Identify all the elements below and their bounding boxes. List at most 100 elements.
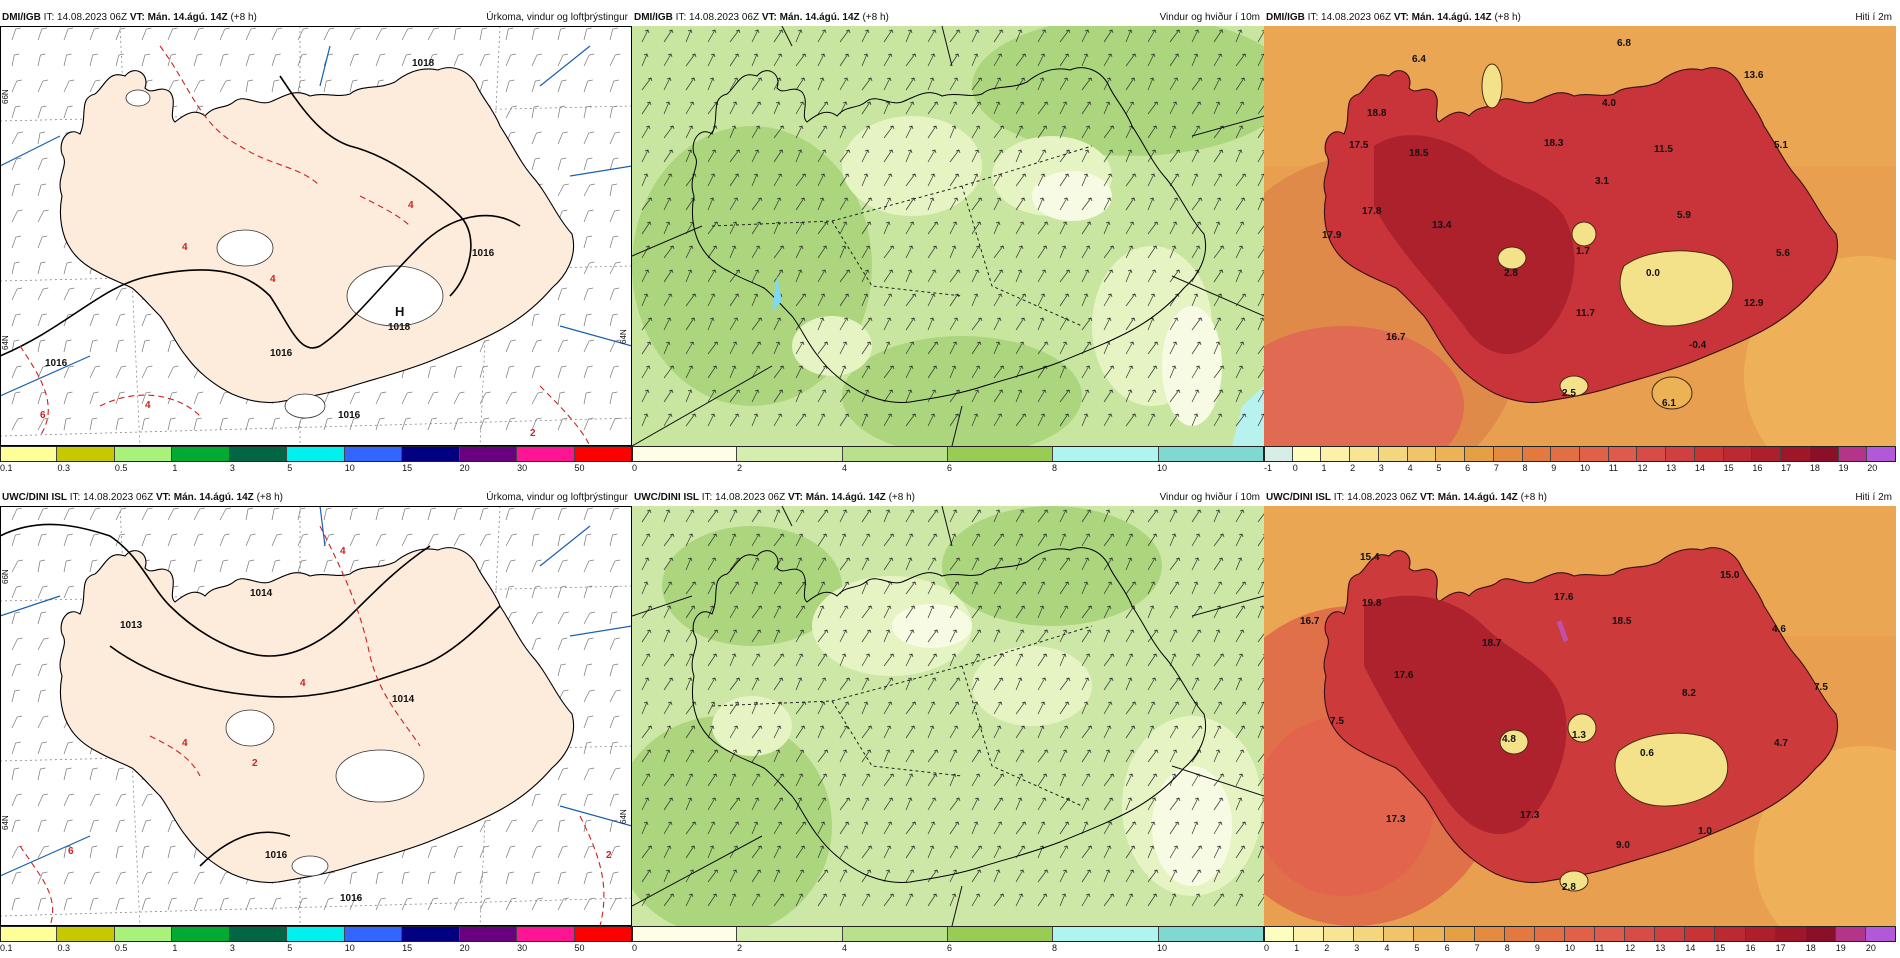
wind-arrow (795, 773, 804, 787)
wind-arrow (707, 821, 716, 835)
wind-barb (479, 533, 491, 547)
wind-arrow (773, 317, 782, 331)
wind-barb (583, 235, 593, 249)
wind-arrow (883, 125, 895, 139)
wind-arrow (971, 605, 983, 619)
wind-arrow (1015, 125, 1024, 139)
wind-arrow (641, 749, 652, 763)
wind-arrow (883, 197, 892, 211)
precip-map[interactable]: 1018 1016 1016 1016 1016 H 1018 4 4 6 4 … (0, 26, 632, 446)
wind-barb (609, 391, 618, 405)
wind-barb (63, 313, 73, 327)
wind-arrow (795, 365, 804, 379)
wind-arrow (1059, 365, 1067, 379)
wind-barb (297, 53, 307, 67)
colorbar-swatch (1378, 446, 1408, 462)
temp-label: 4.0 (1602, 98, 1616, 109)
wind-arrow (1235, 245, 1244, 259)
temp-map[interactable]: 15.4 15.0 19.8 17.6 18.5 16.7 18.7 4.6 1… (1264, 506, 1896, 926)
wind-arrow (729, 893, 737, 907)
wind-arrow (1015, 773, 1024, 787)
precip-map[interactable]: 1013 1014 1014 1016 1016 4 6 4 2 2 4 66N… (0, 506, 632, 926)
wind-arrow (663, 125, 675, 139)
colorbar-tick: 11 (1595, 943, 1605, 953)
vt-value: Mán. 14.ágú. 14Z (173, 492, 254, 503)
wind-arrow (1213, 869, 1221, 883)
wind-arrow (641, 293, 649, 307)
wind-arrow (861, 341, 872, 355)
wind-arrow (971, 509, 982, 523)
temp-label: 18.3 (1544, 138, 1564, 149)
wind-barb (115, 339, 124, 353)
wind-barb (531, 105, 540, 119)
wind-arrow (1059, 293, 1070, 307)
wind-barb (63, 79, 75, 93)
wind-arrow (641, 173, 649, 187)
wind-arrow (685, 293, 697, 307)
wind-arrow (1169, 149, 1181, 163)
wind-barb (11, 391, 21, 405)
wind-arrow (707, 365, 718, 379)
colorbar-swatch (632, 926, 738, 942)
wind-arrow (993, 53, 1003, 67)
temp-label: 7.5 (1330, 716, 1344, 727)
colorbar-tick: 10 (1157, 463, 1168, 473)
wind-barb (167, 533, 178, 547)
colorbar-swatch (344, 446, 403, 462)
precip-panel-dmi: DMI/IGB IT: 14.08.2023 06Z VT: Mán. 14.á… (0, 10, 632, 478)
wind-arrow (949, 557, 961, 571)
wind-map[interactable] (632, 506, 1264, 926)
wind-arrow (685, 653, 694, 667)
wind-arrow (1213, 389, 1224, 403)
wind-barb (115, 27, 126, 41)
colorbar-tick: 19 (1838, 463, 1849, 473)
wind-arrow (883, 533, 895, 547)
wind-barb (583, 793, 593, 807)
wind-barb (427, 845, 438, 859)
wind-arrow (685, 413, 697, 427)
wind-map[interactable] (632, 26, 1264, 446)
wind-arrow (1059, 653, 1067, 667)
wind-arrow (883, 509, 891, 523)
wind-barb (63, 287, 75, 301)
wind-arrow (1037, 557, 1047, 571)
wind-arrow (971, 869, 982, 883)
wind-arrow (949, 101, 958, 115)
vt-label: VT: (1393, 12, 1409, 23)
wind-arrow (663, 581, 673, 595)
wind-barb (583, 507, 593, 521)
wind-arrow (795, 725, 806, 739)
wind-arrow (971, 29, 980, 43)
vt-label: VT: (129, 12, 145, 23)
wind-barb (37, 845, 50, 859)
wind-barb (375, 871, 384, 885)
wind-arrow (685, 605, 696, 619)
wind-arrow (927, 341, 939, 355)
wind-arrow (1125, 749, 1135, 763)
wind-arrow (795, 149, 803, 163)
colorbar-tick: 2 (737, 943, 743, 953)
wind-arrow (905, 701, 917, 715)
wind-arrow (1125, 101, 1135, 115)
wind-arrow (883, 701, 893, 715)
wind-arrow (861, 677, 870, 691)
wind-arrow (861, 53, 869, 67)
wind-barb (219, 27, 230, 41)
panel-header: DMI/IGB IT: 14.08.2023 06Z VT: Mán. 14.á… (632, 10, 1264, 26)
wind-arrow (707, 413, 716, 427)
wind-arrow (729, 269, 741, 283)
wind-arrow (1235, 677, 1243, 691)
precip-label: 4 (340, 546, 346, 557)
colorbar-swatch (1264, 446, 1293, 462)
wind-arrow (1191, 533, 1201, 547)
wind-arrow (1147, 557, 1157, 571)
wind-barb (271, 27, 283, 41)
wind-arrow (817, 269, 827, 283)
wind-arrow (1169, 893, 1177, 907)
wind-arrow (1169, 125, 1177, 139)
wind-arrow (1191, 869, 1202, 883)
wind-arrow (1125, 269, 1133, 283)
wind-barb (557, 391, 566, 405)
temp-map[interactable]: 6.8 6.4 13.6 18.8 4.0 17.5 18.5 18.3 11.… (1264, 26, 1896, 446)
wind-arrow (1081, 317, 1093, 331)
